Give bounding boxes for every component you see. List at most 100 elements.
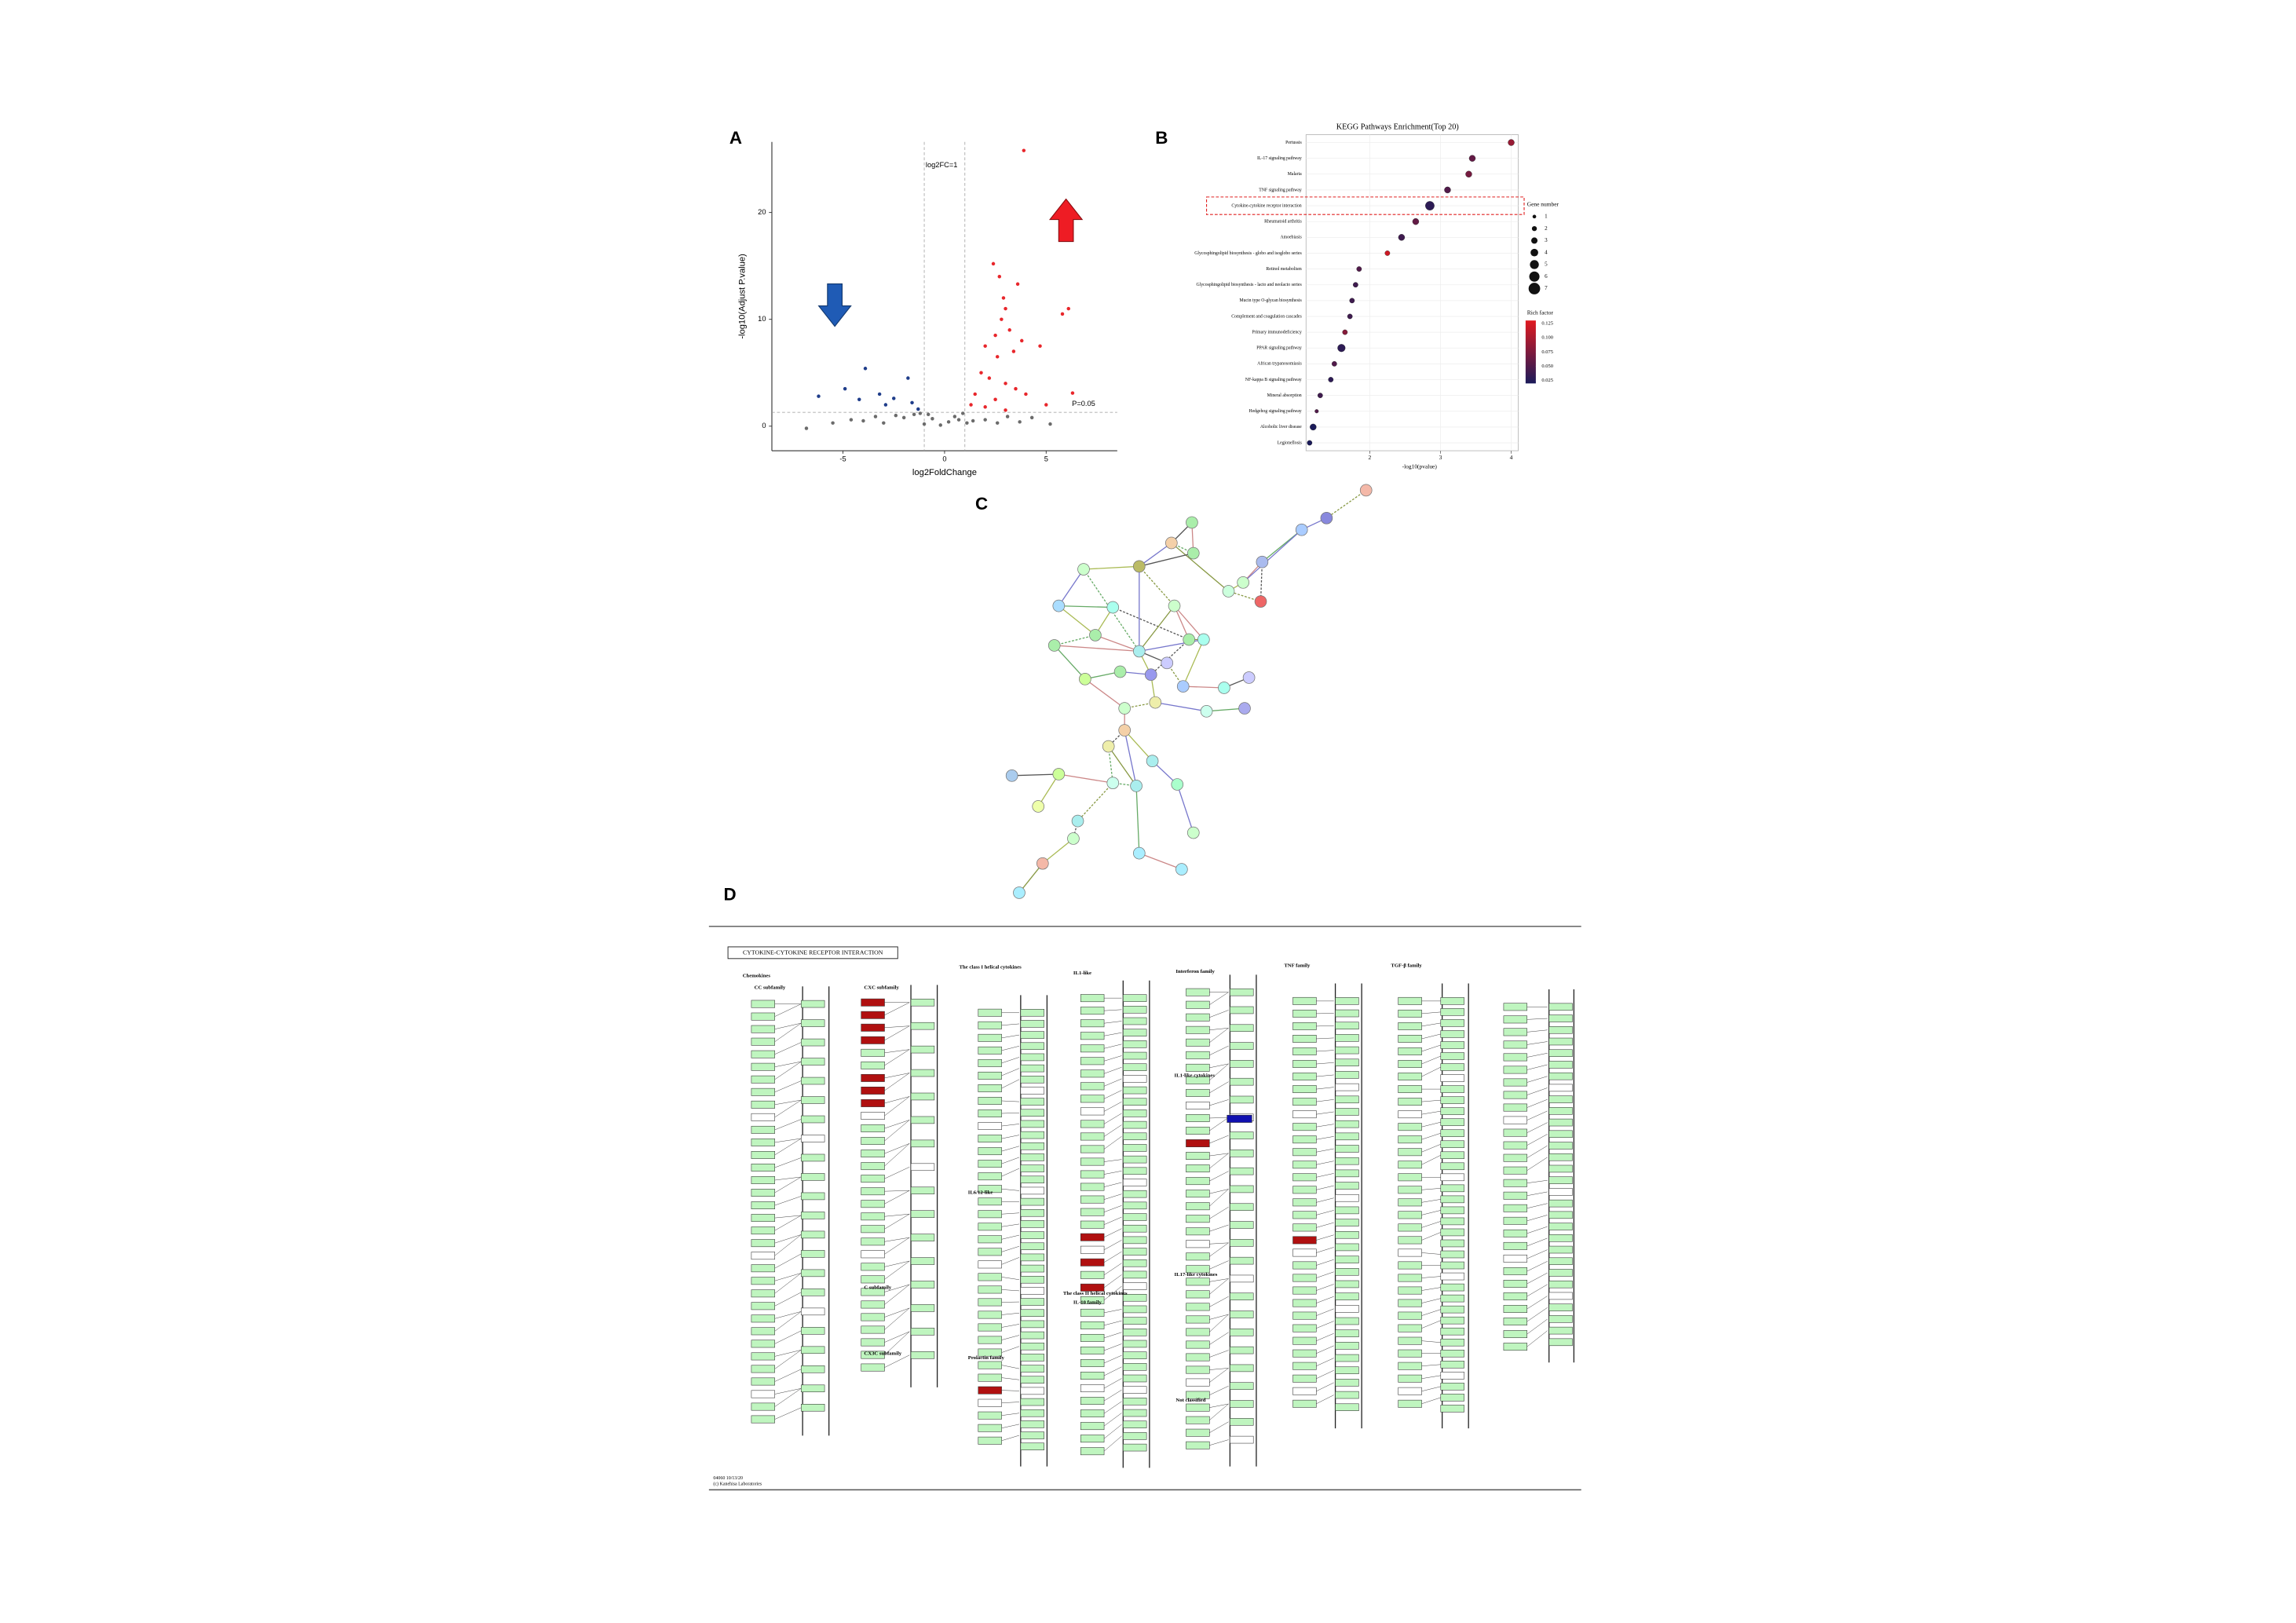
receptor-box	[1230, 1418, 1254, 1426]
legend-size-label: 7	[1545, 285, 1548, 291]
interaction	[1209, 1350, 1229, 1358]
receptor-box	[910, 1281, 935, 1289]
gene-box	[1398, 1274, 1422, 1282]
receptor-box	[1020, 1098, 1044, 1106]
point	[882, 421, 886, 425]
gene-box	[978, 1336, 1002, 1344]
receptor-box	[1230, 1400, 1254, 1408]
gene-box	[1186, 1013, 1210, 1022]
receptor-box	[1440, 1085, 1464, 1093]
bubble	[1317, 393, 1323, 398]
gene-box	[1186, 1202, 1210, 1211]
network-node	[1132, 846, 1146, 860]
point	[1070, 391, 1075, 395]
interaction	[1209, 1028, 1229, 1031]
gene-box	[1080, 1321, 1105, 1329]
gene-box	[978, 1398, 1002, 1407]
receptor-box	[1123, 1420, 1147, 1428]
gene-box	[861, 1150, 885, 1158]
interaction	[1526, 1307, 1548, 1322]
map-heading: The class II helical cytokines	[1063, 1291, 1128, 1296]
gene-box	[1080, 1258, 1105, 1267]
receptor-box	[1123, 1213, 1147, 1221]
point	[1048, 422, 1052, 426]
point	[922, 422, 927, 426]
gene-box	[1503, 1229, 1528, 1237]
receptor-box	[800, 1404, 825, 1412]
receptor-box	[1123, 1374, 1147, 1383]
gene-box	[1186, 1152, 1210, 1161]
interaction	[774, 1176, 802, 1193]
receptor-box	[1440, 1184, 1464, 1193]
receptor-box	[1123, 1443, 1147, 1452]
interaction	[1001, 1424, 1020, 1428]
receptor-box	[800, 1307, 825, 1316]
interaction	[1316, 1136, 1334, 1140]
point	[983, 405, 987, 409]
interaction	[1209, 1242, 1229, 1257]
network-node	[1186, 516, 1198, 529]
network-edge	[1037, 773, 1059, 807]
gene-box	[1186, 1428, 1210, 1437]
gene-box	[1503, 1305, 1528, 1313]
receptor-box	[1123, 1432, 1147, 1440]
gene-box	[1186, 1252, 1210, 1261]
interaction	[884, 1096, 910, 1104]
network-edge	[1058, 605, 1113, 609]
interaction	[1103, 1240, 1122, 1250]
gene-box	[978, 1071, 1002, 1080]
receptor-box	[1020, 1298, 1044, 1306]
map-heading: C subfamily	[864, 1285, 891, 1291]
interaction	[1421, 1144, 1441, 1153]
gene-box	[751, 1087, 776, 1096]
gene-box	[861, 1325, 885, 1334]
receptor-box	[1548, 1326, 1573, 1335]
receptor-box	[1020, 1220, 1044, 1228]
receptor-box	[1548, 1234, 1573, 1242]
interaction	[1001, 1413, 1020, 1416]
network-node	[1200, 704, 1213, 718]
category-label: PPAR signaling pathway	[1256, 346, 1302, 351]
point	[863, 367, 868, 371]
interaction	[1103, 1090, 1122, 1099]
interaction	[1526, 1018, 1548, 1020]
interaction	[884, 1190, 910, 1204]
gene-box	[1398, 1173, 1422, 1182]
gene-box	[751, 1239, 776, 1248]
map-heading: TGF-β family	[1391, 963, 1422, 969]
network-node	[1242, 671, 1256, 684]
gene-box	[1503, 1166, 1528, 1175]
receptor-box	[800, 1096, 825, 1104]
network-edge	[1124, 729, 1153, 762]
colorbar-label: 0.075	[1541, 349, 1553, 355]
gene-box	[861, 1338, 885, 1347]
gene-box	[1503, 1103, 1528, 1112]
interaction	[1209, 1332, 1229, 1345]
interaction	[774, 1061, 802, 1080]
gene-box	[1080, 1308, 1105, 1317]
interaction	[1209, 1189, 1229, 1194]
interaction	[1209, 1403, 1229, 1408]
gene-box	[861, 1263, 885, 1271]
gene-box	[1292, 1186, 1317, 1194]
interaction	[1421, 1066, 1441, 1077]
receptor-box	[910, 1139, 935, 1148]
network-edge	[1108, 746, 1137, 787]
network-node	[1089, 629, 1102, 642]
interaction	[1421, 1011, 1441, 1014]
network-node	[1359, 484, 1373, 497]
gene-box	[1080, 1057, 1105, 1066]
x-tick-label: -5	[839, 455, 846, 463]
receptor-box	[1335, 997, 1359, 1005]
interaction	[1001, 1346, 1020, 1353]
interaction	[1209, 1189, 1229, 1207]
receptor-box	[1440, 1217, 1464, 1226]
gene-box	[751, 1415, 776, 1424]
gene-box	[1292, 996, 1317, 1005]
gene-box	[1292, 1336, 1317, 1345]
gene-box	[1292, 1374, 1317, 1383]
receptor-box	[1123, 1051, 1147, 1060]
receptor-box	[1123, 1248, 1147, 1256]
legend-size	[1530, 260, 1539, 269]
